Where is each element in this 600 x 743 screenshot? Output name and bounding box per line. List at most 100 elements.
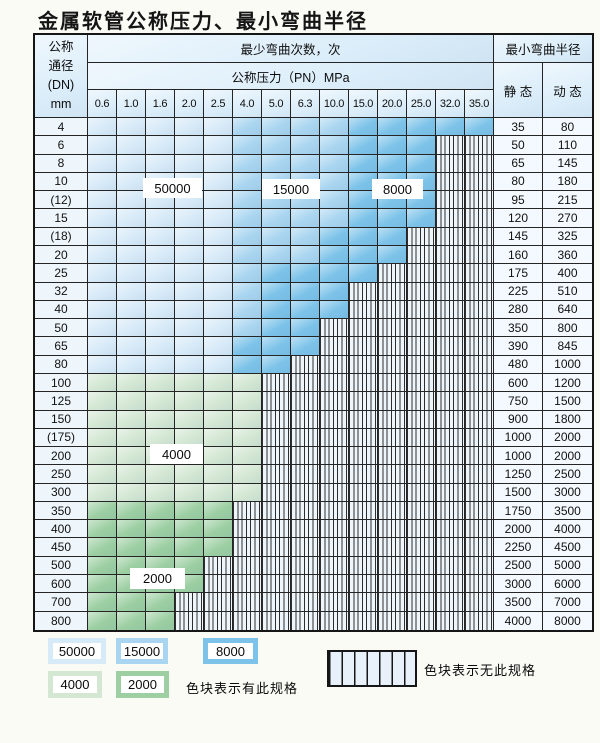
no-spec-cell <box>291 501 320 521</box>
no-spec-cell <box>378 337 407 356</box>
spec-cell-2000 <box>146 520 175 539</box>
page-title: 金属软管公称压力、最小弯曲半径 <box>38 11 368 33</box>
spec-cell-4000 <box>233 447 262 466</box>
spec-cell-50000 <box>204 264 233 283</box>
spec-cell-50000 <box>88 337 117 356</box>
spec-cell-8000 <box>262 300 291 320</box>
spec-cell-50000 <box>204 118 233 137</box>
spec-cell-2000 <box>175 501 204 521</box>
spec-cell-8000 <box>436 118 465 137</box>
no-spec-cell <box>349 300 378 320</box>
spec-cell-2000 <box>204 520 233 539</box>
no-spec-cell <box>465 209 494 228</box>
spec-cell-15000 <box>233 300 262 320</box>
no-spec-cell <box>233 501 262 521</box>
no-spec-cell <box>436 227 465 246</box>
spec-cell-2000 <box>204 501 233 521</box>
spec-cell-4000 <box>204 465 233 484</box>
no-spec-cell <box>407 593 436 612</box>
no-spec-cell <box>407 428 436 448</box>
spec-cell-2000 <box>146 611 175 630</box>
spec-cell-8000 <box>349 209 378 228</box>
spec-cell-8000 <box>407 136 436 155</box>
no-spec-cell <box>378 355 407 374</box>
dynamic-radius-value: 1200 <box>543 373 592 393</box>
spec-cell-50000 <box>204 136 233 155</box>
no-spec-cell <box>436 447 465 466</box>
no-spec-cell <box>349 428 378 448</box>
no-spec-cell <box>407 575 436 594</box>
dynamic-radius-value: 360 <box>543 245 592 265</box>
legend-no-spec-text: 色块表示无此规格 <box>424 663 537 678</box>
no-spec-cell <box>349 538 378 557</box>
no-spec-cell <box>349 282 378 301</box>
dn-header-line: mm <box>50 97 72 111</box>
spec-cell-50000 <box>117 154 146 173</box>
spec-cell-50000 <box>88 245 117 265</box>
pressure-col-header: 1.0 <box>117 90 146 118</box>
spec-cell-8000 <box>233 355 262 374</box>
spec-cell-2000 <box>117 593 146 612</box>
no-spec-cell <box>407 538 436 557</box>
no-spec-cell <box>320 575 349 594</box>
no-spec-cell <box>233 593 262 612</box>
dynamic-radius-value: 3500 <box>543 501 592 521</box>
no-spec-cell <box>291 556 320 576</box>
legend-swatch-50000: 50000 <box>48 638 106 664</box>
spec-cell-50000 <box>204 245 233 265</box>
dynamic-column-header: 动 态 <box>543 63 592 118</box>
no-spec-cell <box>320 410 349 429</box>
spec-cell-4000 <box>233 392 262 411</box>
no-spec-cell <box>291 355 320 374</box>
spec-cell-15000 <box>233 227 262 246</box>
spec-cell-8000 <box>262 282 291 301</box>
no-spec-cell <box>320 520 349 539</box>
dynamic-radius-value: 640 <box>543 300 592 320</box>
spec-cell-2000 <box>117 538 146 557</box>
legend-has-spec-text: 色块表示有此规格 <box>186 681 299 696</box>
no-spec-cell <box>320 465 349 484</box>
spec-cell-15000 <box>320 154 349 173</box>
no-spec-cell <box>378 428 407 448</box>
spec-cell-4000 <box>204 483 233 502</box>
spec-cell-4000 <box>88 373 117 393</box>
spec-cell-50000 <box>204 355 233 374</box>
no-spec-cell <box>436 373 465 393</box>
spec-cell-8000 <box>407 154 436 173</box>
spec-cell-4000 <box>233 373 262 393</box>
no-spec-cell <box>407 410 436 429</box>
static-radius-value: 4000 <box>494 611 543 630</box>
spec-cell-50000 <box>204 337 233 356</box>
no-spec-cell <box>436 538 465 557</box>
spec-cell-50000 <box>146 209 175 228</box>
no-spec-cell <box>436 300 465 320</box>
no-spec-cell <box>349 392 378 411</box>
spec-cell-50000 <box>88 209 117 228</box>
static-radius-value: 1000 <box>494 447 543 466</box>
spec-cell-50000 <box>146 136 175 155</box>
spec-cell-50000 <box>88 319 117 338</box>
dn-row-label: 80 <box>35 355 88 374</box>
dn-row-label: (18) <box>35 227 88 246</box>
no-spec-cell <box>378 282 407 301</box>
spec-cell-50000 <box>204 282 233 301</box>
no-spec-cell <box>378 520 407 539</box>
no-spec-cell <box>407 355 436 374</box>
no-spec-cell <box>465 373 494 393</box>
spec-cell-2000 <box>88 501 117 521</box>
spec-cell-8000 <box>262 319 291 338</box>
spec-cell-8000 <box>349 154 378 173</box>
dn-row-label: 450 <box>35 538 88 557</box>
no-spec-cell <box>436 319 465 338</box>
spec-cell-50000 <box>204 227 233 246</box>
dn-row-label: 200 <box>35 447 88 466</box>
static-radius-value: 600 <box>494 373 543 393</box>
spec-cell-2000 <box>117 520 146 539</box>
static-radius-value: 65 <box>494 154 543 173</box>
no-spec-cell <box>407 392 436 411</box>
pressure-col-header: 15.0 <box>349 90 378 118</box>
no-spec-cell <box>349 337 378 356</box>
spec-cell-2000 <box>88 611 117 630</box>
spec-cell-8000 <box>262 337 291 356</box>
no-spec-cell <box>233 611 262 630</box>
